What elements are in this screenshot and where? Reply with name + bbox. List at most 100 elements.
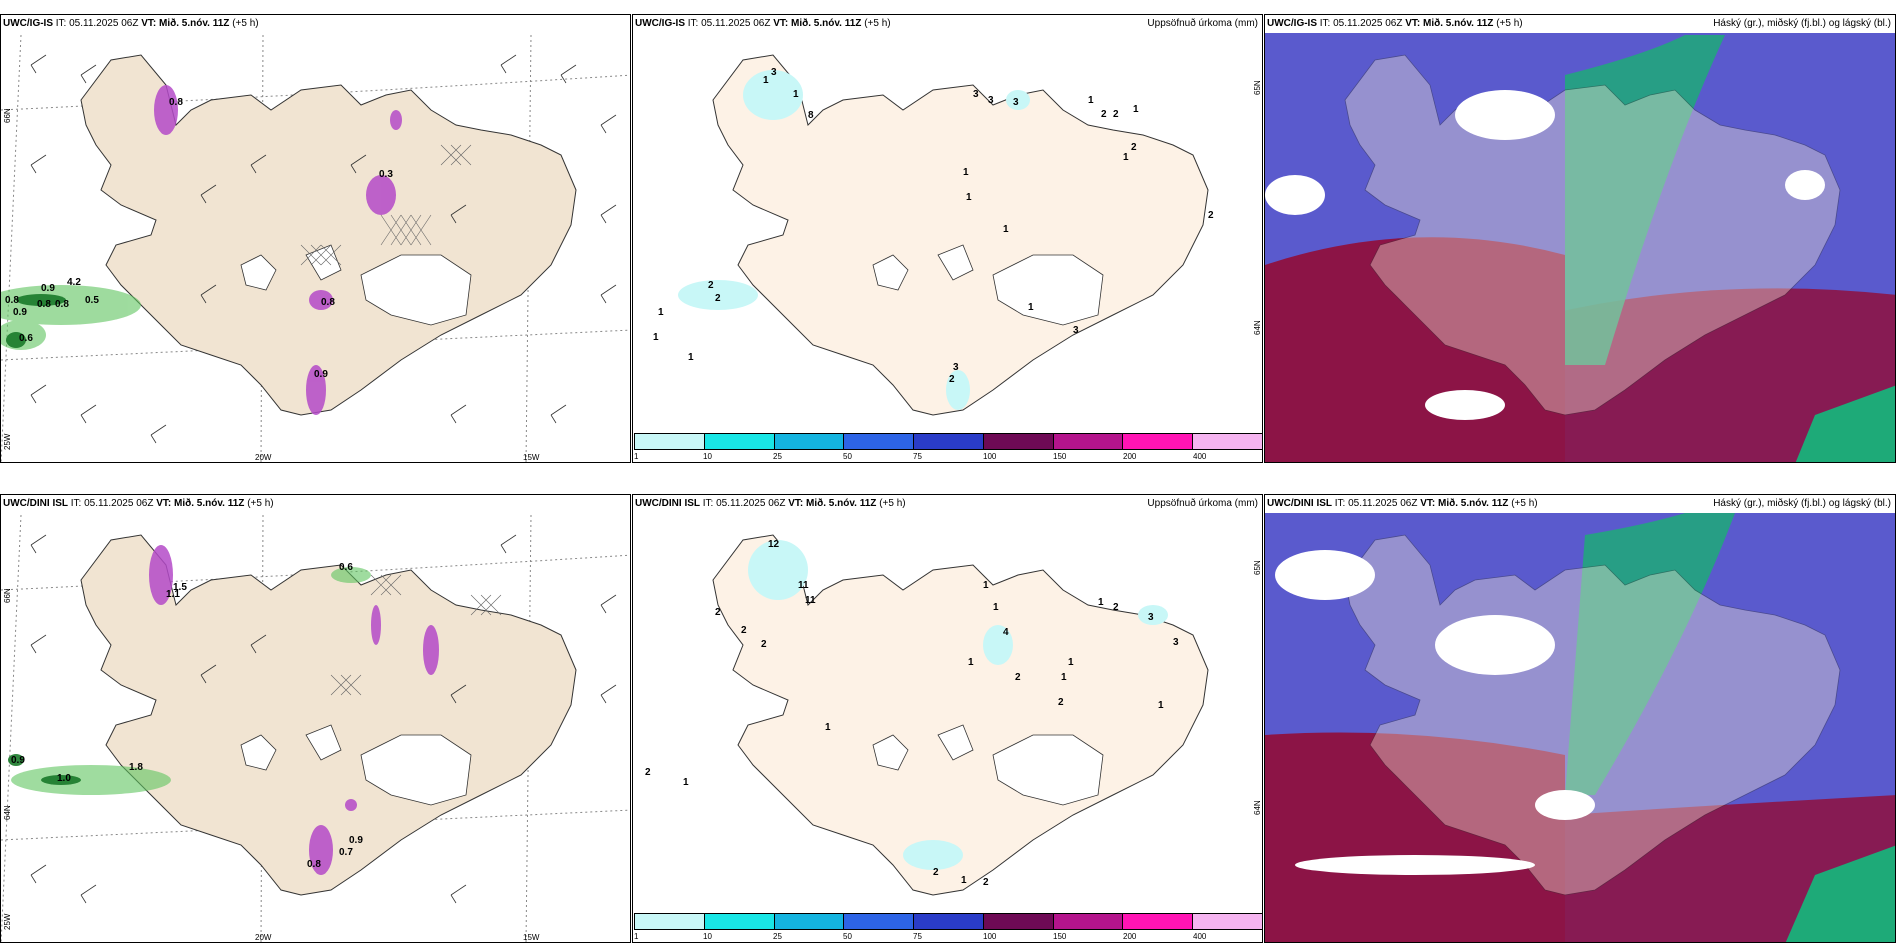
colorbar-tick: 100 [983,452,997,461]
colorbar-tick: 10 [703,452,712,461]
iceland-land [80,534,577,896]
precip-colorbar [634,433,1262,450]
precip-number: 1 [793,89,799,100]
precip-number: 3 [988,95,994,106]
colorbar-tick: 50 [843,932,852,941]
colorbar-segment [634,433,705,450]
wind-number: 0.6 [339,562,353,573]
precip-number: 1 [658,307,664,318]
precip-number: 2 [1101,109,1107,120]
lat-label: 64N [1253,800,1262,815]
precip-number: 1 [653,332,659,343]
lon-label: 20W [255,933,272,942]
colorbar-tick: 75 [913,452,922,461]
precip-number: 2 [949,374,955,385]
wind-number: 0.7 [339,847,353,858]
precip-title: Uppsöfnuð úrkoma (mm) [1147,498,1258,509]
cloud-map-panel-ig: UWC/IG-IS IT: 05.11.2025 06Z VT: Mið. 5.… [1264,14,1896,463]
wind-number: 0.5 [85,295,99,306]
colorbar-tick: 1 [634,932,639,941]
precip-number: 4 [1003,627,1009,638]
lon-label: 15W [523,933,540,942]
colorbar-tick: 1 [634,452,639,461]
colorbar-segment [843,433,915,450]
colorbar-tick: 10 [703,932,712,941]
precip-number: 1 [1061,672,1067,683]
wind-map-panel-ig: UWC/IG-IS IT: 05.11.2025 06Z VT: Mið. 5.… [0,14,631,463]
precip-number: 2 [645,767,651,778]
wind-number: 0.6 [19,333,33,344]
precip-number: 2 [708,280,714,291]
precip-number: 12 [768,539,780,550]
precip-number: 3 [1073,325,1079,336]
wind-number: 0.8 [307,859,321,870]
colorbar-tick: 75 [913,932,922,941]
wind-number: 0.9 [13,307,27,318]
cloud-map-panel-dini: UWC/DINI ISL IT: 05.11.2025 06Z VT: Mið.… [1264,494,1896,943]
cloud-map-ig [1265,33,1895,462]
precip-number: 1 [683,777,689,788]
colorbar-segment [1192,913,1262,930]
precip-number: 3 [1148,612,1154,623]
wind-map-panel-dini: UWC/DINI ISL IT: 05.11.2025 06Z VT: Mið.… [0,494,631,943]
lon-label: 15W [523,453,540,462]
precip-number: 1 [968,657,974,668]
precip-colorbar [634,913,1262,930]
precip-number: 1 [1068,657,1074,668]
colorbar-segment [982,433,1054,450]
precip-number: 1 [983,580,989,591]
colorbar-segment [773,913,845,930]
precip-number: 2 [1208,210,1214,221]
precip-number: 1 [1028,302,1034,313]
wind-number: 1.1 [166,589,180,600]
precip-number: 2 [741,625,747,636]
wind-number: 4.2 [67,277,81,288]
wind-number: 0.8 [55,299,69,310]
colorbar-segment [773,433,845,450]
precip-number: 2 [1015,672,1021,683]
wind-number: 0.9 [314,369,328,380]
precip-number: 1 [1123,152,1129,163]
colorbar-segment [703,433,775,450]
panel-header: UWC/DINI ISL IT: 05.11.2025 06Z VT: Mið.… [1267,498,1895,509]
colorbar-segment [913,913,984,930]
colorbar-tick: 150 [1053,932,1067,941]
precip-number: 2 [983,877,989,888]
precip-number: 2 [1113,109,1119,120]
precip-number: 2 [1113,602,1119,613]
lon-label: 25W [3,433,12,450]
iceland-land [80,54,577,416]
cloud-title: Háský (gr.), miðský (fj.bl.) og lágský (… [1713,498,1891,509]
colorbar-segment [703,913,775,930]
precip-number: 2 [933,867,939,878]
wind-number: 0.8 [169,97,183,108]
precip-number: 3 [771,67,777,78]
wind-number: 0.8 [321,297,335,308]
colorbar-segment [1192,433,1262,450]
precip-number: 1 [1098,597,1104,608]
panel-header: UWC/DINI ISL IT: 05.11.2025 06Z VT: Mið.… [635,498,906,509]
precip-number: 1 [1088,95,1094,106]
lat-label: 64N [3,805,12,820]
precip-number: 1 [1133,104,1139,115]
wind-number: 0.9 [41,283,55,294]
precip-number: 3 [1013,97,1019,108]
precip-number: 3 [973,89,979,100]
precip-number: 3 [953,362,959,373]
precip-map-ig: 1 3 1 8 3 3 3 1 2 2 2 1 1 1 1 1 1 2 3 2 … [653,54,1214,416]
wind-number: 0.8 [37,299,51,310]
colorbar-segment [1052,433,1124,450]
precip-map-panel-ig: UWC/IG-IS IT: 05.11.2025 06Z VT: Mið. 5.… [632,14,1263,463]
lon-label: 25W [3,913,12,930]
lat-label: 65N [1253,560,1262,575]
colorbar-tick: 100 [983,932,997,941]
colorbar-tick: 200 [1123,452,1137,461]
lon-label: 20W [255,453,272,462]
wind-number: 0.8 [5,295,19,306]
colorbar-segment [843,913,915,930]
panel-header: UWC/IG-IS IT: 05.11.2025 06Z VT: Mið. 5.… [3,18,259,29]
colorbar-tick: 400 [1193,932,1207,941]
colorbar-tick: 200 [1123,932,1137,941]
precip-number: 11 [798,580,809,591]
lat-label: 66N [3,108,12,123]
